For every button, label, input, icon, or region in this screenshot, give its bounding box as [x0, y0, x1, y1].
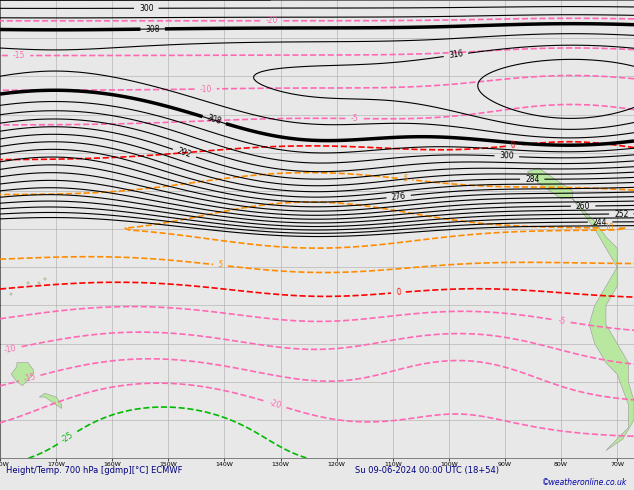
Text: 252: 252 — [614, 209, 628, 219]
Text: -5: -5 — [557, 316, 566, 326]
Polygon shape — [11, 363, 34, 386]
Text: -10: -10 — [200, 84, 212, 94]
Text: 0: 0 — [510, 141, 516, 150]
Text: Height/Temp. 700 hPa [gdmp][°C] ECMWF: Height/Temp. 700 hPa [gdmp][°C] ECMWF — [6, 466, 183, 475]
Text: 0: 0 — [396, 288, 401, 297]
Text: 284: 284 — [525, 175, 540, 184]
Text: -20: -20 — [265, 16, 278, 25]
Text: -5: -5 — [350, 114, 358, 123]
Text: 244: 244 — [593, 218, 607, 226]
Text: -25: -25 — [60, 430, 75, 445]
Text: 308: 308 — [206, 114, 223, 126]
Polygon shape — [39, 393, 61, 409]
Text: ©weatheronline.co.uk: ©weatheronline.co.uk — [543, 478, 628, 488]
Polygon shape — [527, 168, 573, 198]
Text: Su 09-06-2024 00:00 UTC (18+54): Su 09-06-2024 00:00 UTC (18+54) — [355, 466, 499, 475]
Text: 276: 276 — [391, 191, 406, 202]
Text: 10: 10 — [604, 223, 614, 233]
Text: 300: 300 — [500, 151, 514, 161]
Text: 260: 260 — [576, 201, 590, 211]
Text: 308: 308 — [145, 24, 160, 34]
Text: -15: -15 — [13, 51, 25, 60]
Text: 5: 5 — [217, 261, 223, 270]
Text: 292: 292 — [176, 147, 193, 160]
Text: 5: 5 — [402, 174, 408, 184]
Text: -15: -15 — [23, 372, 37, 384]
Text: -10: -10 — [4, 343, 18, 354]
Polygon shape — [561, 191, 634, 450]
Text: 300: 300 — [139, 4, 153, 13]
Text: -20: -20 — [268, 398, 283, 411]
Text: 316: 316 — [448, 49, 463, 60]
